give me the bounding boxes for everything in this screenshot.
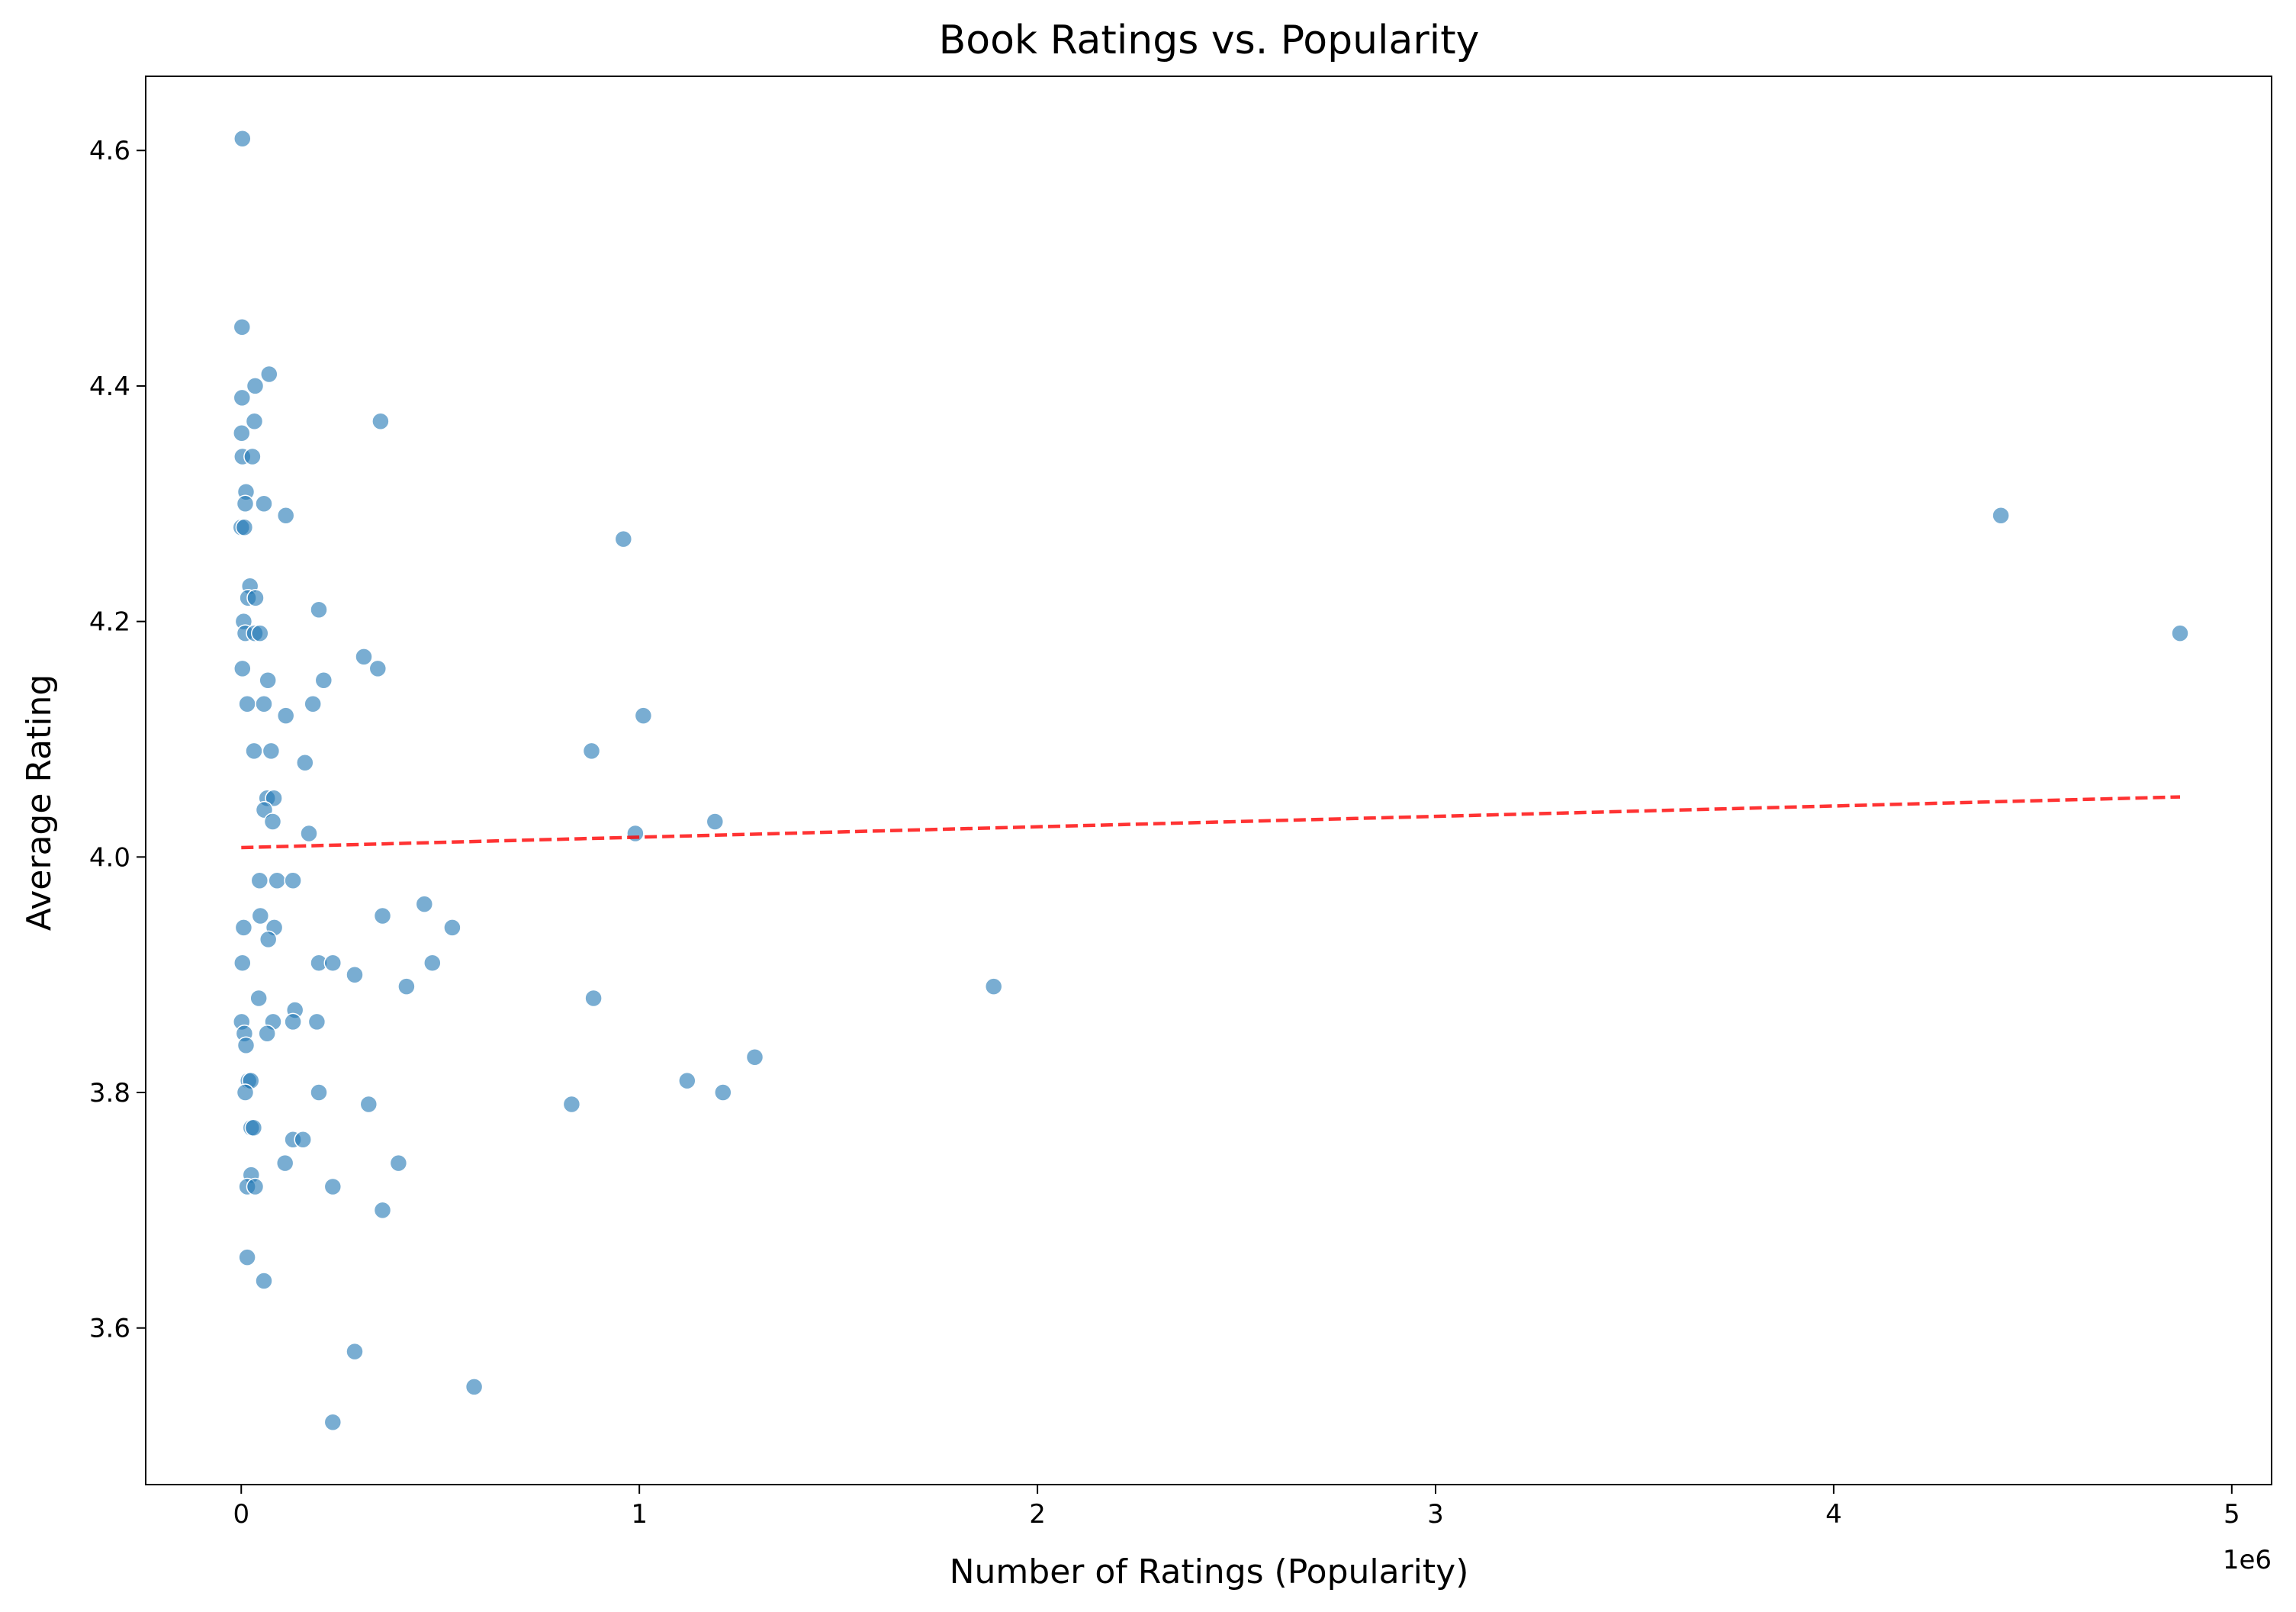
data-point bbox=[236, 1083, 255, 1102]
data-point bbox=[275, 1153, 294, 1173]
data-point bbox=[236, 1036, 256, 1055]
data-point bbox=[300, 824, 318, 843]
data-point bbox=[397, 977, 416, 996]
data-point bbox=[415, 895, 434, 913]
data-point bbox=[984, 977, 1003, 996]
data-point bbox=[346, 1342, 364, 1361]
data-point bbox=[238, 694, 256, 713]
data-point bbox=[251, 906, 270, 925]
data-point bbox=[259, 671, 277, 690]
data-point bbox=[259, 930, 278, 949]
y-tick-label: 4.2 bbox=[89, 607, 130, 638]
data-point bbox=[255, 494, 273, 513]
data-point bbox=[323, 1177, 342, 1196]
y-tick-label: 4.6 bbox=[89, 136, 130, 166]
data-point bbox=[233, 388, 252, 407]
x-tick-label: 1 bbox=[631, 1499, 648, 1530]
data-point bbox=[2171, 624, 2189, 642]
data-point bbox=[465, 1378, 484, 1396]
data-point bbox=[359, 1095, 378, 1114]
data-point bbox=[307, 1012, 326, 1031]
y-tick-label: 3.8 bbox=[89, 1078, 130, 1108]
data-point bbox=[276, 706, 295, 725]
data-point bbox=[634, 706, 653, 725]
x-tick-label: 4 bbox=[1825, 1499, 1842, 1530]
data-point bbox=[263, 812, 282, 831]
data-point bbox=[265, 789, 283, 807]
data-point bbox=[260, 365, 278, 384]
data-point bbox=[245, 742, 263, 761]
data-point bbox=[323, 954, 342, 972]
data-point bbox=[294, 1131, 312, 1149]
data-point bbox=[255, 694, 273, 713]
data-point bbox=[371, 412, 390, 430]
x-tick-label: 2 bbox=[1029, 1499, 1046, 1530]
data-point bbox=[1992, 506, 2010, 525]
data-point bbox=[235, 518, 254, 536]
data-point bbox=[238, 1248, 256, 1266]
chart-title: Book Ratings vs. Popularity bbox=[939, 18, 1480, 63]
data-point bbox=[423, 954, 442, 972]
data-point bbox=[258, 1025, 276, 1043]
data-point bbox=[245, 412, 264, 430]
x-tick-label: 0 bbox=[233, 1499, 249, 1530]
y-tick-label: 4.0 bbox=[89, 842, 130, 873]
data-point bbox=[346, 965, 364, 984]
trend-line bbox=[241, 795, 2181, 850]
data-point bbox=[233, 130, 252, 148]
data-point bbox=[233, 318, 252, 336]
data-point bbox=[233, 954, 252, 972]
data-point bbox=[262, 742, 281, 761]
data-point bbox=[310, 600, 328, 619]
data-point bbox=[314, 671, 333, 690]
data-point bbox=[678, 1071, 696, 1090]
data-point bbox=[233, 423, 251, 442]
data-point bbox=[249, 989, 268, 1008]
data-point bbox=[246, 589, 265, 607]
x-tick-label: 3 bbox=[1427, 1499, 1444, 1530]
data-point bbox=[246, 377, 265, 395]
data-point bbox=[614, 529, 633, 549]
data-point bbox=[284, 1012, 302, 1031]
data-point bbox=[714, 1083, 732, 1102]
data-point bbox=[250, 871, 269, 890]
data-point bbox=[296, 754, 314, 772]
data-point bbox=[389, 1153, 408, 1173]
data-point bbox=[626, 824, 645, 843]
x-axis-offset-label: 1e6 bbox=[2223, 1545, 2272, 1575]
y-axis-label: Average Rating bbox=[20, 674, 59, 931]
data-point bbox=[236, 494, 255, 513]
data-point bbox=[323, 1413, 342, 1431]
data-point bbox=[304, 694, 322, 713]
data-point bbox=[443, 919, 461, 937]
data-point bbox=[373, 906, 392, 925]
data-point bbox=[355, 648, 373, 666]
data-point bbox=[243, 447, 262, 466]
data-point bbox=[745, 1047, 764, 1067]
data-point bbox=[310, 1083, 328, 1102]
data-point bbox=[244, 1118, 263, 1137]
x-axis-label: Number of Ratings (Popularity) bbox=[950, 1552, 1469, 1591]
data-point bbox=[373, 1201, 392, 1220]
y-tick-label: 3.6 bbox=[89, 1314, 130, 1344]
y-tick-label: 4.4 bbox=[89, 372, 130, 402]
data-point bbox=[268, 871, 286, 890]
data-point bbox=[246, 1177, 265, 1196]
axes: 0 1 2 3 4 5 3.6 3.8 4.0 4.2 4.4 4.6 bbox=[89, 76, 2272, 1530]
x-tick-label: 5 bbox=[2224, 1499, 2240, 1530]
data-point bbox=[562, 1095, 581, 1114]
data-point bbox=[284, 871, 302, 890]
plot-area bbox=[232, 130, 2189, 1431]
data-point bbox=[251, 624, 269, 642]
data-point bbox=[233, 659, 252, 678]
data-point bbox=[706, 812, 725, 831]
data-point bbox=[255, 1272, 273, 1290]
data-point bbox=[276, 506, 295, 525]
data-point bbox=[368, 659, 387, 678]
data-point bbox=[584, 989, 603, 1008]
data-point bbox=[582, 742, 601, 761]
plot-frame bbox=[145, 76, 2272, 1485]
data-point bbox=[234, 919, 253, 937]
